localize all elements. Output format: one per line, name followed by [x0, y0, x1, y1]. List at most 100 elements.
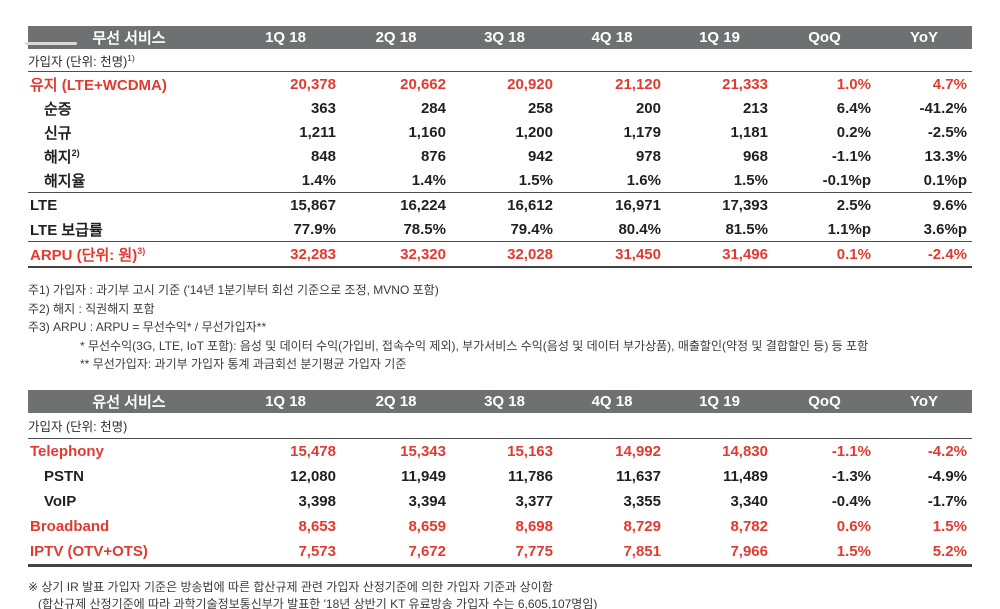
cell: 1,181 — [730, 123, 768, 141]
cell: 1.5% — [666, 168, 773, 193]
col-header-2q18: 2Q 18 — [341, 389, 451, 413]
row-label-text: Telephony — [30, 442, 104, 460]
row-label: 신규 — [28, 120, 230, 144]
row-label: 해지율 — [28, 168, 230, 193]
row-label-sup: 3) — [137, 245, 146, 256]
row-iptv: IPTV (OTV+OTS) 7,573 7,672 7,775 7,851 7… — [28, 538, 972, 567]
cell: 0.1% — [773, 241, 876, 268]
row-label-text: Broadband — [30, 517, 110, 535]
row-voip: VoIP 3,398 3,394 3,377 3,355 3,340 -0.4%… — [28, 489, 972, 514]
col-header-qoq: QoQ — [773, 389, 876, 413]
footnote-3: 주3) ARPU : ARPU = 무선수익* / 무선가입자** — [28, 320, 267, 334]
cell: 20,378 — [290, 75, 336, 93]
cell: 3,355 — [623, 492, 661, 510]
scan-artifact — [25, 42, 77, 45]
row-label-text: 해지율 — [44, 172, 86, 190]
footer-note-2: (합산규제 산정기준에 따라 과학기술정보통신부가 발표한 '18년 상반기 K… — [38, 597, 598, 609]
cell: 78.5% — [341, 217, 451, 242]
cell: 81.5% — [666, 217, 773, 242]
cell: 32,320 — [341, 241, 451, 268]
footnote-1: 주1) 가입자 : 과기부 고시 기준 ('14년 1분기부터 회선 기준으로 … — [28, 283, 439, 297]
cell: 7,851 — [558, 538, 666, 567]
row-label: 순증 — [28, 96, 230, 120]
row-label-text: ARPU (단위: 원) — [30, 246, 138, 264]
cell: 16,971 — [615, 196, 661, 214]
row-retained: 유지 (LTE+WCDMA) 20,378 20,662 20,920 21,1… — [28, 72, 972, 97]
col-header-4q18: 4Q 18 — [558, 26, 666, 49]
cell: 213 — [742, 99, 768, 117]
wireless-header-row: 무선 서비스 1Q 18 2Q 18 3Q 18 4Q 18 1Q 19 QoQ… — [28, 26, 972, 49]
cell: 8,659 — [408, 517, 446, 535]
row-label-text: PSTN — [44, 467, 85, 485]
cell: -41.2% — [919, 99, 967, 117]
wireless-table-title: 무선 서비스 — [28, 26, 230, 49]
cell: 1.1%p — [773, 217, 876, 242]
footnote-2: 주2) 해지 : 직권해지 포함 — [28, 301, 155, 316]
cell: 942 — [527, 147, 553, 165]
cell: 7,573 — [230, 538, 341, 567]
cell: 3,398 — [298, 492, 336, 510]
col-header-yoy: YoY — [876, 26, 972, 49]
cell: 11,786 — [507, 467, 553, 485]
row-broadband: Broadband 8,653 8,659 8,698 8,729 8,782 … — [28, 514, 972, 539]
row-label-text: 신규 — [44, 124, 72, 142]
cell: 15,867 — [290, 196, 336, 214]
cell: 8,782 — [730, 517, 768, 535]
cell: 258 — [527, 99, 553, 117]
row-label-text: LTE — [30, 196, 58, 214]
row-label-text: 순증 — [44, 100, 72, 118]
cell: -1.3% — [831, 467, 871, 485]
cell: -2.5% — [927, 123, 967, 141]
cell: 14,992 — [615, 442, 661, 460]
col-header-3q18: 3Q 18 — [451, 389, 558, 413]
cell: 978 — [635, 147, 661, 165]
row-label-sup: 2) — [71, 147, 80, 158]
cell: 16,224 — [400, 196, 446, 214]
cell: 11,949 — [400, 467, 446, 485]
row-label: LTE — [28, 193, 230, 218]
cell: 1.5% — [451, 168, 558, 193]
cell: 31,450 — [558, 241, 666, 268]
subheader-label: 가입자 (단위: 천명) — [28, 419, 128, 434]
cell: 32,028 — [451, 241, 558, 268]
cell: 15,478 — [290, 442, 336, 460]
wireless-table: 무선 서비스 1Q 18 2Q 18 3Q 18 4Q 18 1Q 19 QoQ… — [28, 26, 972, 268]
cell: 15,163 — [507, 442, 553, 460]
footer-notes: ※ 상기 IR 발표 가입자 기준은 방송법에 따른 합산규제 관련 가입자 산… — [28, 579, 1000, 609]
cell: 1,179 — [623, 123, 661, 141]
cell: 6.4% — [836, 99, 871, 117]
cell: 363 — [310, 99, 336, 117]
cell: 968 — [742, 147, 768, 165]
cell: 1,200 — [515, 123, 553, 141]
row-label: PSTN — [28, 464, 230, 489]
cell: 876 — [420, 147, 446, 165]
footnote-3b: ** 무선가입자: 과기부 가입자 통계 과금회선 분기평균 가입자 기준 — [80, 357, 407, 371]
row-pstn: PSTN 12,080 11,949 11,786 11,637 11,489 … — [28, 464, 972, 489]
col-header-1q18: 1Q 18 — [230, 26, 341, 49]
row-label: Telephony — [28, 438, 230, 464]
cell: 8,653 — [298, 517, 336, 535]
cell: 3.6%p — [876, 217, 972, 242]
cell: 0.2% — [836, 123, 871, 141]
cell: 284 — [420, 99, 446, 117]
row-label: VoIP — [28, 489, 230, 514]
cell: 8,698 — [515, 517, 553, 535]
cell: 3,377 — [515, 492, 553, 510]
cell: 0.1%p — [876, 168, 972, 193]
cell: 9.6% — [932, 196, 967, 214]
cell: 1,211 — [299, 123, 336, 141]
col-header-1q19: 1Q 19 — [666, 389, 773, 413]
cell: 1.4% — [341, 168, 451, 193]
wired-section: 유선 서비스 1Q 18 2Q 18 3Q 18 4Q 18 1Q 19 QoQ… — [28, 389, 972, 567]
col-header-qoq: QoQ — [773, 26, 876, 49]
cell: 0.6% — [836, 517, 871, 535]
row-label-text: 유지 (LTE+WCDMA) — [30, 76, 167, 94]
cell: 200 — [635, 99, 661, 117]
col-header-3q18: 3Q 18 — [451, 26, 558, 49]
cell: 20,920 — [507, 75, 553, 93]
cell: 79.4% — [451, 217, 558, 242]
cell: 5.2% — [876, 538, 972, 567]
cell: 2.5% — [836, 196, 871, 214]
row-label-text: IPTV (OTV+OTS) — [30, 542, 148, 560]
cell: -4.9% — [927, 467, 967, 485]
